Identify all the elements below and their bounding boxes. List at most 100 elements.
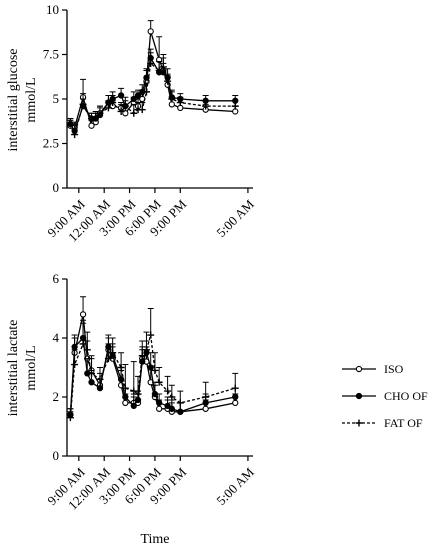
lactate-fat-of-point <box>147 331 155 339</box>
lactate-iso-point <box>122 399 129 407</box>
lactate-cho-of-point <box>88 379 95 386</box>
glucose-series <box>66 20 239 139</box>
glucose-fat-of-point <box>96 109 104 117</box>
lactate-y-axis-title-line2: mmol/L <box>24 345 39 390</box>
lactate-cho-of-point <box>177 408 184 415</box>
lactate-fat-of-point <box>231 384 239 392</box>
lactate-cho-of-point <box>164 402 171 409</box>
glucose-fat-of-point <box>164 77 172 85</box>
lactate-fat-of-error-bar <box>130 361 137 392</box>
glucose-iso-point <box>177 104 184 112</box>
glucose-iso-point <box>147 28 154 35</box>
lactate-iso-point <box>202 405 209 412</box>
lactate-axes <box>62 278 253 461</box>
lactate-y-tick-label: 6 <box>53 271 60 286</box>
glucose-fat-of-point <box>202 102 210 110</box>
glucose-fat-of-point <box>92 113 100 121</box>
lactate-fat-of-point <box>117 364 125 371</box>
lactate-cho-of-point <box>147 364 154 371</box>
lactate-cho-of-point <box>168 405 175 412</box>
glucose-y-tick-label: 10 <box>46 2 59 17</box>
lactate-cho-of-point <box>130 402 137 409</box>
glucose-fat-of-line <box>69 62 236 137</box>
glucose-fat-of-point <box>66 120 74 128</box>
glucose-axes <box>62 9 253 193</box>
glucose-y-axis-title-line2: mmol/L <box>24 77 39 122</box>
glucose-y-tick-label: 0 <box>53 180 60 195</box>
lactate-series-cho-of <box>67 319 239 418</box>
legend-label-cho-of: CHO OF <box>384 389 428 403</box>
lactate-fat-of-line <box>69 334 236 418</box>
glucose-fat-of-point <box>231 102 239 110</box>
glucose-fat-of-point <box>168 95 176 103</box>
legend-marker-fat-of <box>355 419 363 427</box>
glucose-cho-of-point <box>134 92 142 99</box>
lactate-cho-of-point <box>134 396 142 404</box>
lactate-fat-of-point <box>176 399 184 407</box>
lactate-cho-of-point <box>96 384 104 392</box>
glucose-fat-of-point <box>79 100 87 108</box>
lactate-fat-of-point <box>164 387 172 395</box>
lactate-iso-point <box>156 405 163 412</box>
glucose-y-axis-title-line1: interstitial glucose <box>6 48 21 151</box>
legend-label-fat-of: FAT OF <box>384 416 423 430</box>
glucose-fat-of-point <box>138 106 146 114</box>
lactate-fat-of-point <box>79 340 87 348</box>
legend-item-fat-of: FAT OF <box>342 416 423 430</box>
legend-marker-iso <box>355 365 363 373</box>
glucose-fat-of-point <box>155 67 163 75</box>
glucose-fat-of-point <box>109 99 117 107</box>
lactate-y-tick-label: 4 <box>53 330 60 345</box>
lactate-y-tick-label: 0 <box>53 448 60 463</box>
lactate-fat-of-point <box>168 393 176 401</box>
lactate-cho-of-point <box>202 399 209 407</box>
lactate-cho-of-point <box>139 358 146 365</box>
lactate-fat-of-error-bar <box>147 308 154 336</box>
lactate-iso-point <box>232 399 239 407</box>
lactate-iso-point <box>79 311 87 318</box>
lactate-fat-of-point <box>83 346 91 354</box>
legend: ISO CHO OF FAT OF <box>342 362 428 430</box>
glucose-x-tick-label: 5:00 AM <box>213 196 257 240</box>
glucose-fat-of-point <box>142 88 150 96</box>
glucose-fat-of-point <box>159 63 167 71</box>
glucose-series-cho-of <box>67 48 239 135</box>
glucose-fat-of-point <box>121 102 129 110</box>
lactate-cho-of-point <box>71 343 78 350</box>
lactate-fat-of-point <box>202 393 210 401</box>
legend-marker-cho-of <box>355 392 363 400</box>
glucose-fat-of-point <box>104 104 112 112</box>
glucose-iso-error-bar <box>156 36 163 60</box>
lactate-fat-of-point <box>155 378 163 386</box>
legend-item-cho-of: CHO OF <box>342 389 428 403</box>
lactate-fat-of-error-bar <box>122 364 129 389</box>
lactate-cho-of-point <box>122 393 129 401</box>
legend-label-iso: ISO <box>384 362 404 376</box>
lactate-cho-of-point <box>156 399 163 407</box>
glucose-fat-of-point <box>88 115 96 123</box>
lactate-series <box>66 296 239 422</box>
glucose-fat-of-point <box>176 99 184 107</box>
lactate-fat-of-point <box>151 366 159 374</box>
lactate-iso-line <box>69 314 236 415</box>
glucose-y-tick-label: 7.5 <box>43 47 59 62</box>
glucose-y-tick-labels: 0 2.5 5 7.5 10 <box>43 2 59 195</box>
glucose-fat-of-point <box>117 107 125 115</box>
glucose-iso-point <box>88 122 95 129</box>
glucose-y-tick-label: 2.5 <box>43 136 59 151</box>
lactate-y-tick-labels: 0 2 4 6 <box>53 271 60 463</box>
lactate-fat-of-point <box>104 355 112 363</box>
legend-item-iso: ISO <box>342 362 404 376</box>
lactate-series-fat-of <box>66 308 239 422</box>
lactate-x-tick-label: 5:00 AM <box>213 464 257 508</box>
glucose-cho-of-point <box>130 95 137 103</box>
glucose-iso-point <box>168 101 175 108</box>
lactate-fat-of-point <box>142 346 150 354</box>
lactate-fat-of-point <box>109 349 117 357</box>
lactate-y-tick-label: 2 <box>53 389 60 404</box>
lactate-fat-of-point <box>138 352 146 360</box>
glucose-y-tick-label: 5 <box>53 91 60 106</box>
